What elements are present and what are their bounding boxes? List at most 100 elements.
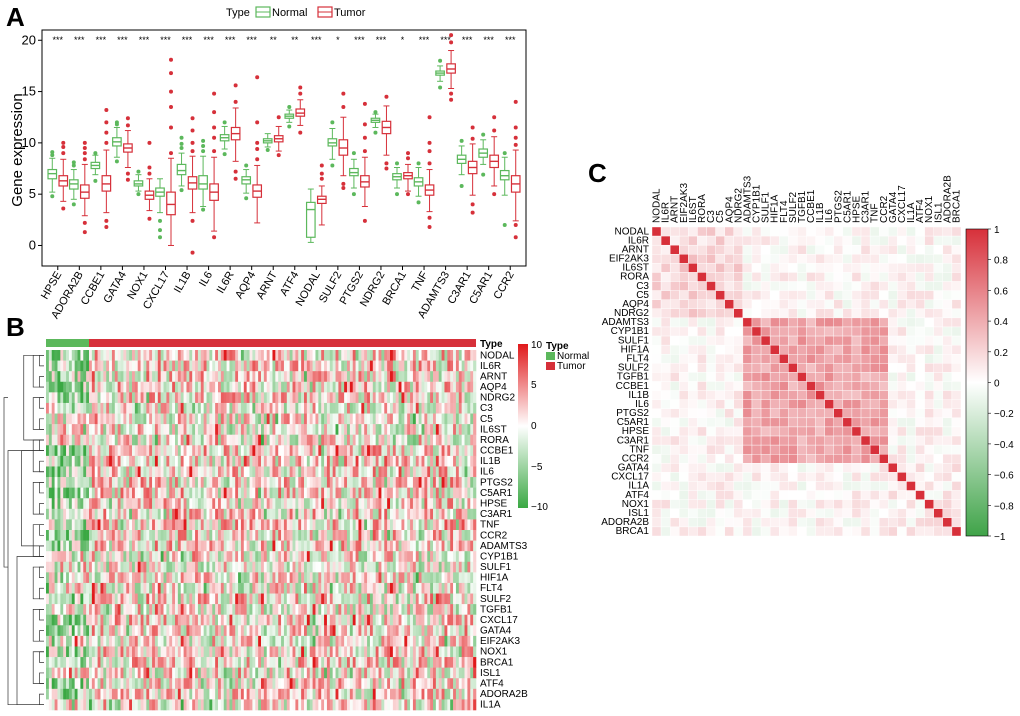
- heatmap-cell: [126, 540, 130, 552]
- heatmap-cell: [189, 572, 193, 584]
- heatmap-cell: [384, 572, 388, 584]
- heatmap-cell: [286, 424, 290, 436]
- heatmap-cell: [349, 635, 354, 647]
- heatmap-cell: [418, 381, 422, 393]
- heatmap-cell: [361, 455, 365, 467]
- box-normal-gata4-outlier: [114, 159, 119, 164]
- heatmap-cell: [157, 582, 161, 594]
- heatmap-cell: [48, 530, 53, 541]
- heatmap-cell: [252, 561, 256, 573]
- heatmap-cell: [149, 434, 153, 446]
- heatmap-cell: [103, 445, 107, 457]
- heatmap-cell: [387, 424, 391, 436]
- heatmap-cell: [215, 350, 219, 361]
- heatmap-cell: [218, 371, 222, 383]
- heatmap-cell: [146, 582, 150, 594]
- heatmap-cell: [364, 360, 368, 372]
- heatmap-cell: [372, 360, 376, 372]
- heatmap-cell: [464, 551, 468, 563]
- heatmap-cell: [473, 350, 477, 361]
- heatmap-cell: [412, 434, 417, 446]
- heatmap-cell: [57, 572, 61, 584]
- heatmap-cell: [152, 381, 156, 393]
- heatmap-cell: [381, 614, 385, 626]
- heatmap-cell: [229, 604, 233, 616]
- heatmap-cell: [447, 466, 451, 478]
- heatmap-cell: [404, 371, 408, 383]
- heatmap-cell: [427, 445, 431, 457]
- heatmap-cell: [269, 551, 273, 563]
- heatmap-cell: [461, 498, 465, 510]
- heatmap-cell: [312, 604, 316, 616]
- heatmap-cell: [318, 635, 322, 647]
- heatmap-cell: [100, 402, 104, 414]
- heatmap-cell: [235, 646, 239, 658]
- heatmap-cell: [381, 572, 385, 584]
- heatmap-cell: [238, 381, 242, 393]
- heatmap-cell: [51, 625, 55, 637]
- heatmap-cell: [66, 646, 70, 658]
- heatmap-cell: [358, 561, 362, 573]
- heatmap-cell: [378, 561, 382, 573]
- heatmap-cell: [261, 371, 265, 383]
- heatmap-cell: [473, 635, 477, 647]
- heatmap-cell: [352, 371, 356, 383]
- heatmap-cell: [461, 551, 465, 563]
- heatmap-cell: [106, 350, 110, 361]
- heatmap-cell: [229, 445, 233, 457]
- heatmap-cell: [154, 646, 159, 658]
- heatmap-cell: [470, 498, 474, 510]
- heatmap-cell: [326, 625, 331, 637]
- heatmap-cell: [215, 371, 219, 383]
- heatmap-cell: [329, 455, 333, 467]
- heatmap-cell: [352, 424, 356, 436]
- heatmap-cell: [77, 625, 81, 637]
- heatmap-cell: [180, 646, 184, 658]
- heatmap-cell: [438, 614, 442, 626]
- heatmap-cell: [74, 381, 78, 393]
- heatmap-cell: [390, 540, 394, 552]
- heatmap-cell: [318, 466, 322, 478]
- heatmap-cell: [332, 360, 336, 372]
- heatmap-cell: [355, 614, 359, 626]
- heatmap-cell: [172, 424, 176, 436]
- heatmap-cell: [252, 350, 256, 361]
- heatmap-cell: [418, 360, 422, 372]
- heatmap-cell: [223, 466, 227, 478]
- heatmap-cell: [390, 445, 394, 457]
- heatmap-cell: [404, 455, 408, 467]
- heatmap-cell: [309, 360, 313, 372]
- heatmap-cell: [438, 646, 442, 658]
- heatmap-cell: [129, 487, 133, 499]
- heatmap-cell: [372, 424, 376, 436]
- heatmap-cell: [358, 487, 362, 499]
- heatmap-cell: [398, 572, 402, 584]
- heatmap-cell: [255, 413, 259, 425]
- heatmap-cell: [180, 635, 184, 647]
- heatmap-cell: [192, 466, 196, 478]
- heatmap-cell: [212, 413, 216, 425]
- heatmap-cell: [347, 657, 351, 668]
- heatmap-cell: [206, 582, 210, 594]
- box-normal-ccbe1-outlier: [93, 178, 98, 183]
- heatmap-cell: [175, 604, 179, 616]
- heatmap-cell: [123, 582, 127, 594]
- heatmap-cell: [163, 381, 167, 393]
- heatmap-cell: [258, 455, 262, 467]
- heatmap-cell: [215, 381, 219, 393]
- heatmap-cell: [455, 572, 460, 584]
- heatmap-cell: [172, 561, 176, 573]
- heatmap-cell: [418, 551, 422, 563]
- heatmap-cell: [301, 381, 305, 393]
- heatmap-cell: [109, 646, 113, 658]
- heatmap-cell: [309, 582, 313, 594]
- heatmap-cell: [295, 540, 299, 552]
- box-tumor-nox1-outlier: [147, 216, 152, 221]
- heatmap-cell: [54, 646, 58, 658]
- heatmap-cell: [415, 350, 419, 361]
- heatmap-cell: [309, 519, 313, 531]
- heatmap-cell: [355, 593, 359, 605]
- heatmap-cell: [286, 593, 290, 605]
- heatmap-cell: [71, 593, 75, 605]
- heatmap-cell: [89, 371, 93, 383]
